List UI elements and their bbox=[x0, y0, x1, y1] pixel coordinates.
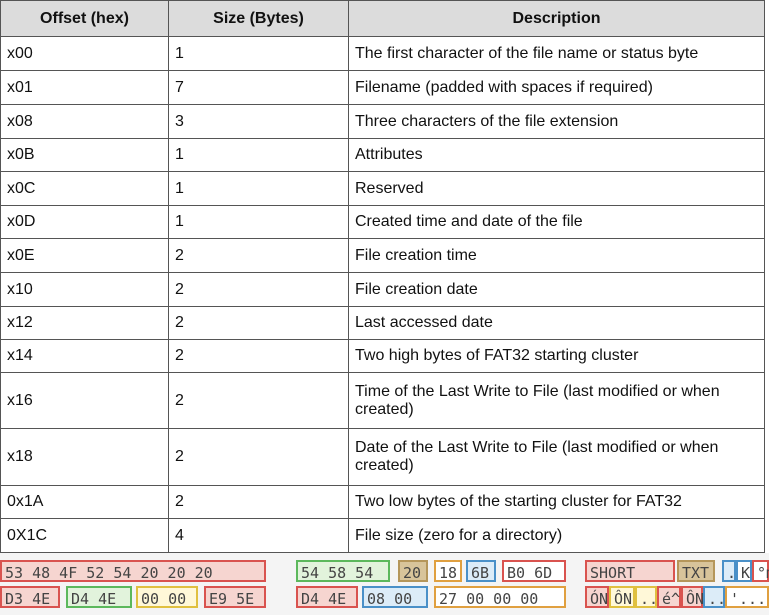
table-cell: x18 bbox=[0, 428, 169, 486]
hex-group: SHORT bbox=[585, 560, 675, 582]
table-cell: 2 bbox=[168, 428, 349, 486]
table-cell: 4 bbox=[168, 518, 349, 553]
table-cell: x14 bbox=[0, 339, 169, 373]
table-row: x0C 1 Reserved bbox=[0, 171, 765, 206]
hex-group: 54 58 54 bbox=[296, 560, 390, 582]
hex-group: 18 bbox=[434, 560, 462, 582]
hex-group: K bbox=[736, 560, 752, 582]
table-row: x00 1 The first character of the file name… bbox=[0, 36, 765, 71]
table-cell: File creation time bbox=[348, 238, 765, 273]
table-row: x16 2 Time of the Last Write to File (last… bbox=[0, 372, 765, 429]
hex-group: ÓN bbox=[585, 586, 609, 608]
table-cell: 0X1C bbox=[0, 518, 169, 553]
header-cell: Size (Bytes) bbox=[168, 0, 349, 37]
table-cell: 2 bbox=[168, 485, 349, 519]
hex-group: D4 4E bbox=[296, 586, 358, 608]
hex-group: ÔN bbox=[681, 586, 704, 608]
fat-directory-table: Offset (hex) Size (Bytes) Description x00 1… bbox=[0, 0, 765, 553]
table-cell: x0C bbox=[0, 171, 169, 206]
table-row: x0E 2 File creation time bbox=[0, 238, 765, 273]
table-cell: x0B bbox=[0, 138, 169, 172]
hex-group: D3 4E bbox=[0, 586, 60, 608]
header-cell: Description bbox=[348, 0, 765, 37]
table-row: x0B 1 Attributes bbox=[0, 138, 765, 172]
table-row: x01 7 Filename (padded with spaces if requ… bbox=[0, 70, 765, 105]
hex-group: B0 6D bbox=[502, 560, 566, 582]
table-cell: 2 bbox=[168, 238, 349, 273]
hex-group: E9 5E bbox=[204, 586, 266, 608]
hex-group: .. bbox=[703, 586, 726, 608]
hex-group: '... bbox=[725, 586, 769, 608]
header-cell: Offset (hex) bbox=[0, 0, 169, 37]
table-cell: Reserved bbox=[348, 171, 765, 206]
hex-group: TXT bbox=[677, 560, 715, 582]
table-cell: 7 bbox=[168, 70, 349, 105]
hex-group: 27 00 00 00 bbox=[434, 586, 566, 608]
table-cell: The first character of the file name or … bbox=[348, 36, 765, 71]
table-cell: File size (zero for a directory) bbox=[348, 518, 765, 553]
hex-group: °m bbox=[752, 560, 769, 582]
table-cell: 1 bbox=[168, 138, 349, 172]
table-cell: Created time and date of the file bbox=[348, 205, 765, 239]
table-row: x10 2 File creation date bbox=[0, 272, 765, 307]
hex-group: 6B bbox=[466, 560, 496, 582]
table-row: 0x1A 2 Two low bytes of the starting clust… bbox=[0, 485, 765, 519]
table-cell: 1 bbox=[168, 171, 349, 206]
hex-group: D4 4E bbox=[66, 586, 132, 608]
table-cell: x0E bbox=[0, 238, 169, 273]
table-cell: x16 bbox=[0, 372, 169, 429]
table-row: x12 2 Last accessed date bbox=[0, 306, 765, 340]
table-cell: x10 bbox=[0, 272, 169, 307]
hex-group: 08 00 bbox=[362, 586, 428, 608]
hex-group: 53 48 4F 52 54 20 20 20 bbox=[0, 560, 266, 582]
table-cell: Two high bytes of FAT32 starting cluster bbox=[348, 339, 765, 373]
hex-group: .. bbox=[635, 586, 658, 608]
table-cell: 2 bbox=[168, 372, 349, 429]
table-cell: x12 bbox=[0, 306, 169, 340]
table-cell: Filename (padded with spaces if required… bbox=[348, 70, 765, 105]
hex-group: 00 00 bbox=[136, 586, 198, 608]
table-cell: x00 bbox=[0, 36, 169, 71]
table-cell: x08 bbox=[0, 104, 169, 139]
hex-group: 20 bbox=[398, 560, 428, 582]
hex-group: é^ bbox=[657, 586, 681, 608]
table-cell: Last accessed date bbox=[348, 306, 765, 340]
table-cell: Attributes bbox=[348, 138, 765, 172]
table-cell: 3 bbox=[168, 104, 349, 139]
table-row: 0X1C 4 File size (zero for a directory) bbox=[0, 518, 765, 553]
table-row: x08 3 Three characters of the file extensi… bbox=[0, 104, 765, 139]
table-cell: 2 bbox=[168, 272, 349, 307]
table-cell: Three characters of the file extension bbox=[348, 104, 765, 139]
table-row: x14 2 Two high bytes of FAT32 starting clu… bbox=[0, 339, 765, 373]
hex-view: 53 48 4F 52 54 20 20 20 54 58 54 20 18 6B B0 … bbox=[0, 553, 769, 615]
table-cell: 0x1A bbox=[0, 485, 169, 519]
table-cell: File creation date bbox=[348, 272, 765, 307]
table-cell: x0D bbox=[0, 205, 169, 239]
table-cell: 2 bbox=[168, 306, 349, 340]
table-cell: Date of the Last Write to File (last mod… bbox=[348, 428, 765, 486]
hex-group: . bbox=[722, 560, 736, 582]
table-cell: 1 bbox=[168, 205, 349, 239]
table-cell: 2 bbox=[168, 339, 349, 373]
table-cell: Two low bytes of the starting cluster fo… bbox=[348, 485, 765, 519]
table-row: x0D 1 Created time and date of the file bbox=[0, 205, 765, 239]
table-cell: 1 bbox=[168, 36, 349, 71]
table-cell: Time of the Last Write to File (last mod… bbox=[348, 372, 765, 429]
table-row: x18 2 Date of the Last Write to File (last… bbox=[0, 428, 765, 486]
table-cell: x01 bbox=[0, 70, 169, 105]
header-row: Offset (hex) Size (Bytes) Description bbox=[0, 0, 765, 37]
hex-group: ÔN bbox=[609, 586, 635, 608]
